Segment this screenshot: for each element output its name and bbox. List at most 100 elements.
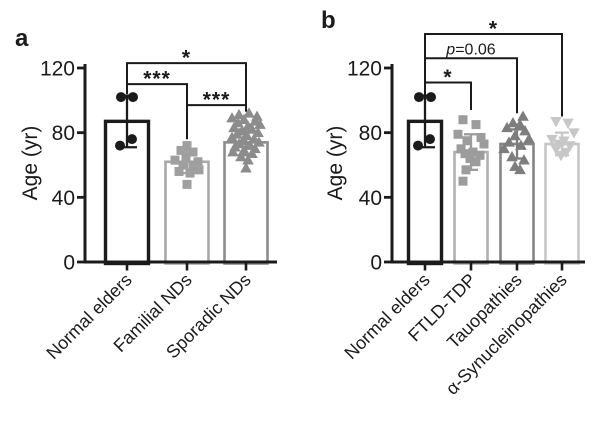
significance-stars: * — [489, 18, 498, 41]
triangle-down-marker — [568, 128, 580, 139]
points-normal-elders — [115, 92, 138, 151]
points-tauopathies — [498, 110, 535, 175]
square-marker — [461, 165, 471, 175]
triangle-up-marker — [242, 154, 254, 165]
triangle-down-marker — [550, 144, 562, 155]
square-marker — [188, 160, 198, 170]
square-marker — [178, 160, 188, 170]
triangle-up-marker — [227, 146, 239, 157]
bracket-line — [424, 57, 518, 114]
square-marker — [479, 139, 489, 149]
triangle-up-marker — [498, 142, 510, 154]
p-value-label: p=0.06 — [445, 41, 495, 58]
y-tick-label: 40 — [52, 187, 75, 210]
square-marker — [458, 176, 468, 186]
triangle-down-marker — [564, 141, 576, 152]
triangle-up-marker — [506, 150, 518, 162]
triangle-up-marker — [240, 162, 252, 173]
triangle-up-marker — [514, 118, 526, 129]
significance-bracket: *** — [186, 89, 247, 140]
square-marker — [176, 145, 186, 155]
square-marker — [465, 154, 475, 164]
square-marker — [458, 115, 468, 125]
triangle-down-marker — [555, 150, 567, 162]
triangle-up-marker — [518, 154, 530, 165]
triangle-up-marker — [246, 147, 258, 158]
points-normal-elders — [413, 92, 436, 151]
bracket-line — [186, 104, 247, 140]
square-marker — [174, 166, 184, 176]
square-marker — [475, 150, 485, 160]
y-tick-label: 80 — [52, 122, 75, 145]
square-marker — [471, 120, 481, 130]
square-marker — [185, 168, 195, 178]
triangle-up-marker — [515, 139, 527, 150]
y-tick-label: 120 — [347, 57, 382, 80]
circle-marker — [115, 140, 125, 151]
circle-marker — [127, 134, 137, 145]
significance-bracket: * — [126, 47, 247, 107]
triangle-up-marker — [517, 110, 529, 121]
triangle-up-marker — [514, 163, 526, 175]
y-axis-label: Age (yr) — [324, 126, 347, 201]
square-marker — [462, 136, 472, 146]
triangle-down-marker — [562, 118, 574, 129]
circle-marker — [413, 140, 423, 151]
points-sporadic-nds — [226, 107, 266, 173]
bracket-line — [424, 81, 472, 111]
triangle-down-marker — [546, 134, 558, 146]
significance-stars: * — [443, 66, 452, 89]
bar-tauopathies — [499, 142, 535, 265]
square-marker — [170, 155, 180, 165]
triangle-up-marker — [226, 131, 238, 142]
circle-marker — [425, 134, 435, 145]
triangle-up-marker — [253, 136, 265, 147]
triangle-up-marker — [501, 121, 513, 133]
panel-label-a: a — [15, 25, 29, 52]
significance-stars: *** — [143, 68, 171, 91]
square-marker — [182, 141, 192, 151]
square-marker — [181, 152, 191, 162]
square-marker — [453, 129, 463, 139]
triangle-up-marker — [243, 107, 255, 118]
bracket-line — [126, 62, 247, 107]
square-marker — [188, 147, 198, 157]
triangle-up-marker — [235, 150, 247, 162]
triangle-up-marker — [509, 129, 521, 141]
points--synucleinopathies — [546, 117, 580, 162]
triangle-up-marker — [226, 112, 238, 123]
circle-marker — [128, 92, 138, 103]
circle-marker — [426, 92, 436, 103]
y-tick-label: 80 — [359, 122, 382, 145]
y-tick-label: 120 — [40, 57, 75, 80]
square-marker — [468, 147, 478, 157]
triangle-up-marker — [523, 133, 535, 144]
triangle-up-marker — [503, 136, 515, 147]
circle-marker — [414, 92, 424, 103]
triangle-up-marker — [246, 123, 258, 134]
points-familial-nds — [170, 141, 204, 189]
square-marker — [460, 149, 470, 159]
y-tick-label: 0 — [63, 252, 75, 275]
triangle-up-marker — [519, 125, 531, 136]
significance-stars: * — [182, 47, 191, 70]
significance-stars: *** — [203, 89, 231, 112]
square-marker — [193, 157, 203, 167]
triangle-up-marker — [254, 118, 266, 129]
y-tick-label: 40 — [359, 187, 382, 210]
triangle-up-marker — [507, 116, 519, 128]
triangle-up-marker — [238, 113, 250, 125]
triangle-down-marker — [560, 147, 572, 159]
panel-label-b: b — [321, 7, 336, 34]
significance-bracket: * — [424, 66, 472, 111]
triangle-down-marker — [550, 117, 562, 128]
significance-bracket: p=0.06 — [424, 41, 518, 114]
square-marker — [471, 157, 481, 167]
square-marker — [456, 144, 466, 154]
y-axis-label: Age (yr) — [19, 126, 42, 201]
triangle-down-marker — [558, 136, 570, 147]
square-marker — [182, 179, 192, 189]
